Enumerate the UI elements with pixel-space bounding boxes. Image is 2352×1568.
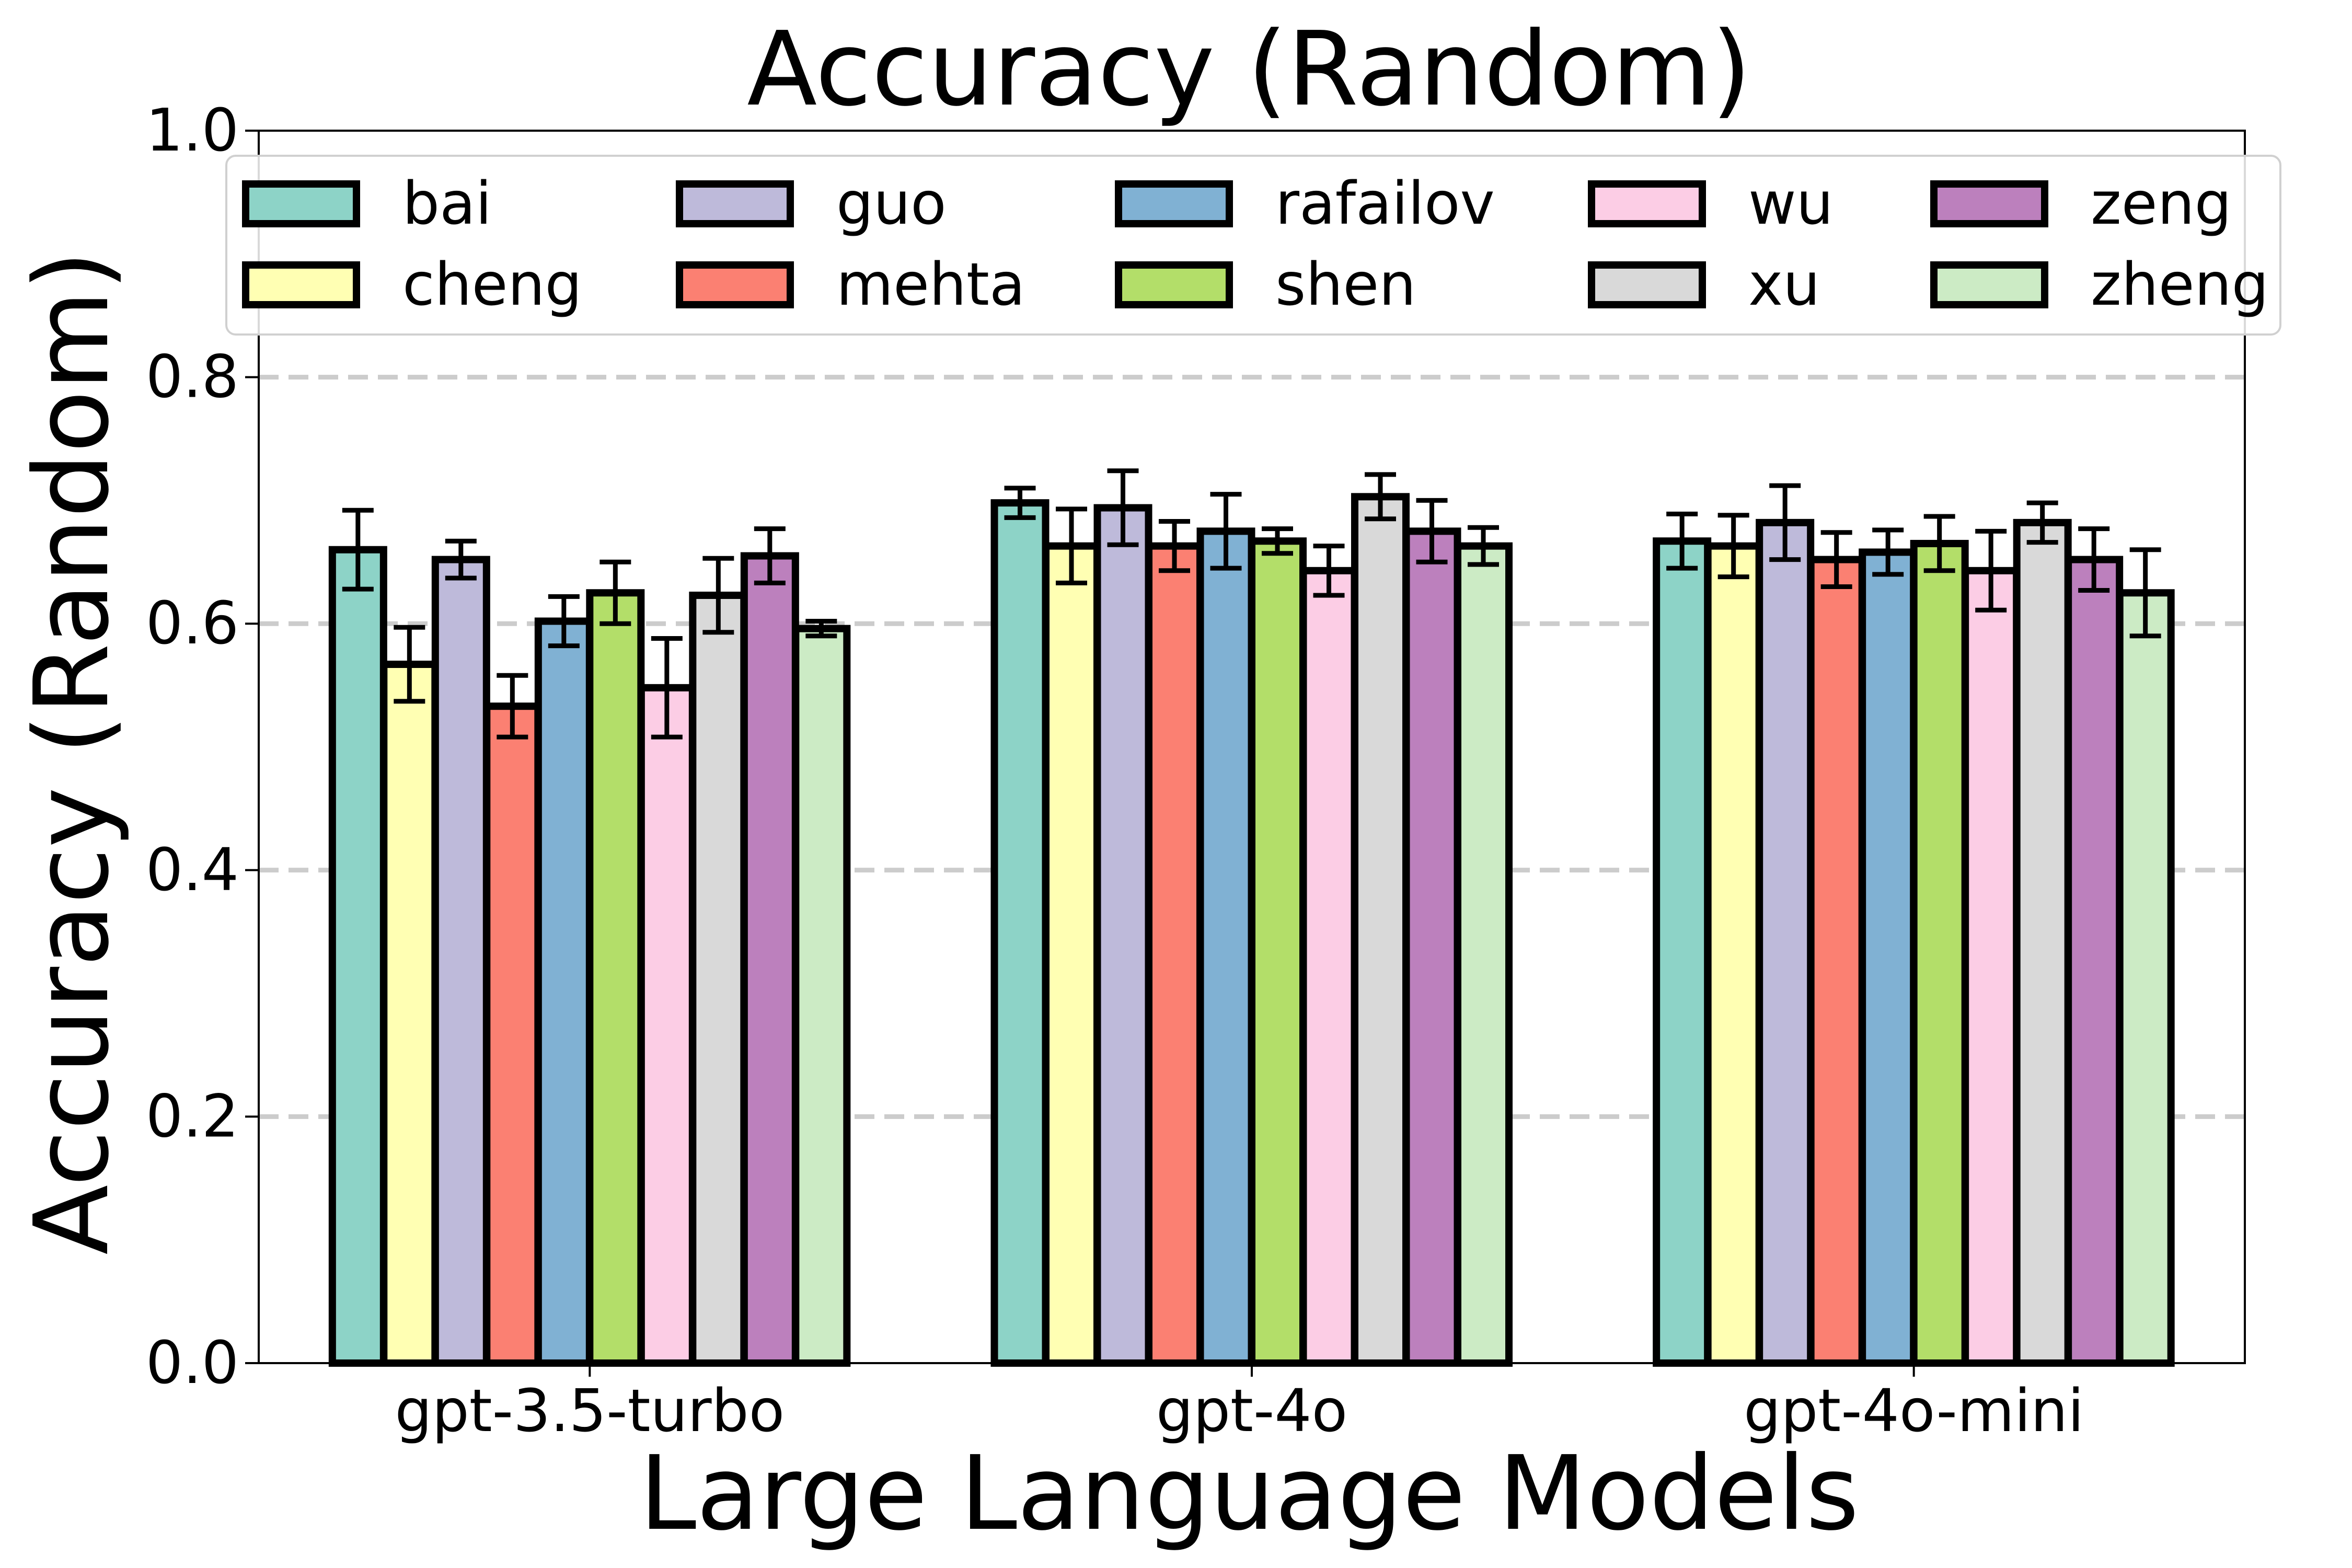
bar-guo <box>431 556 490 1367</box>
y-axis-label: Accuracy (Random) <box>13 250 132 1255</box>
legend: bai cheng guo mehta rafailov shen wu xu zeng zhen… <box>225 155 2281 336</box>
bar-xu <box>689 591 748 1367</box>
y-tick-label: 0.4 <box>146 836 239 904</box>
x-tick-label: gpt-4o-mini <box>1744 1377 2084 1445</box>
bar-xu <box>2013 518 2072 1367</box>
x-axis-ticks: gpt-3.5-turbo gpt-4o gpt-4o-mini <box>395 1363 2084 1445</box>
bar-zeng <box>2065 556 2124 1367</box>
y-tick-label: 0.6 <box>146 590 239 658</box>
legend-label: cheng <box>402 251 582 319</box>
bar-bai <box>1653 537 1712 1367</box>
x-tick-label: gpt-3.5-turbo <box>395 1377 785 1445</box>
bar-zheng <box>2116 589 2175 1367</box>
bar-shen <box>1248 537 1307 1367</box>
legend-swatch-rafailov <box>1115 180 1233 227</box>
legend-label: bai <box>402 170 492 238</box>
legend-label: shen <box>1275 251 1416 319</box>
bar-rafailov <box>1196 527 1255 1367</box>
legend-swatch-zeng <box>1930 180 2048 227</box>
bar-mehta <box>1145 542 1204 1367</box>
bar-cheng <box>1704 542 1763 1367</box>
bar-guo <box>1093 504 1152 1367</box>
bar-shen <box>586 589 645 1367</box>
legend-swatch-guo <box>676 180 794 227</box>
legend-label: guo <box>836 170 947 238</box>
bar-wu <box>637 684 696 1367</box>
y-tick-label: 0.8 <box>146 343 239 411</box>
bar-cheng <box>380 661 439 1367</box>
bar-zeng <box>1402 527 1461 1367</box>
bar-guo <box>1756 518 1815 1367</box>
bar-rafailov <box>1859 548 1918 1367</box>
y-tick-label: 0.0 <box>146 1329 239 1397</box>
x-tick-label: gpt-4o <box>1156 1377 1347 1445</box>
legend-label: rafailov <box>1275 170 1495 238</box>
x-axis-label: Large Language Models <box>639 1434 1859 1553</box>
legend-swatch-bai <box>242 180 360 227</box>
legend-label: zeng <box>2091 170 2232 238</box>
y-tick-label: 1.0 <box>146 97 239 165</box>
bar-mehta <box>1807 556 1866 1367</box>
bar-cheng <box>1042 542 1101 1367</box>
bar-wu <box>1299 567 1358 1367</box>
bar-rafailov <box>534 617 593 1367</box>
legend-swatch-cheng <box>242 261 360 308</box>
bar-wu <box>1962 567 2021 1367</box>
bar-shen <box>1910 539 1969 1367</box>
bar-bai <box>328 546 387 1367</box>
bar-xu <box>1351 493 1410 1367</box>
y-tick-label: 0.2 <box>146 1082 239 1150</box>
legend-label: wu <box>1748 170 1834 238</box>
plot-frame <box>258 130 2246 1364</box>
bars <box>328 468 2175 1367</box>
legend-label: xu <box>1748 251 1820 319</box>
y-axis-ticks: 0.0 0.2 0.4 0.6 0.8 1.0 <box>146 97 259 1397</box>
bar-mehta <box>483 702 542 1367</box>
legend-swatch-xu <box>1588 261 1706 308</box>
legend-label: zheng <box>2091 251 2269 319</box>
legend-label: mehta <box>836 251 1025 319</box>
legend-swatch-mehta <box>676 261 794 308</box>
bar-zeng <box>740 552 799 1367</box>
legend-swatch-shen <box>1115 261 1233 308</box>
bar-zheng <box>792 625 851 1367</box>
bar-bai <box>990 499 1050 1367</box>
legend-swatch-zheng <box>1930 261 2048 308</box>
legend-swatch-wu <box>1588 180 1706 227</box>
bar-zheng <box>1454 542 1513 1367</box>
chart-title: Accuracy (Random) <box>747 10 1751 129</box>
